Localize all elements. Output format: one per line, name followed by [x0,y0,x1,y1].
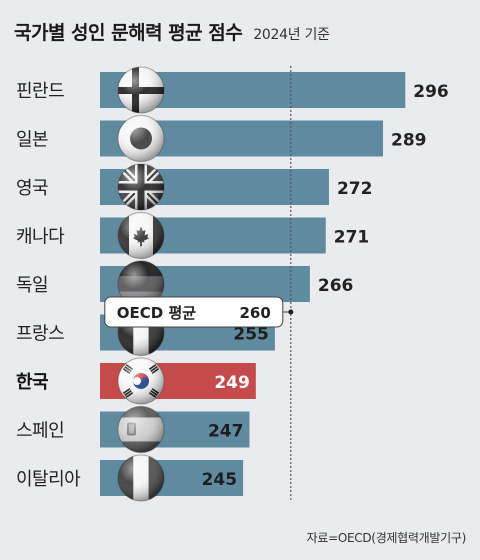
oecd-average-dot [288,309,294,315]
flag-shine [118,164,164,210]
category-label-7: 스페인 [16,421,64,442]
category-label-0: 핀란드 [16,81,64,102]
category-label-6: 한국 [16,372,48,393]
flag-rim [117,357,165,405]
value-label-3: 271 [334,228,370,248]
value-label-7: 247 [208,422,244,442]
category-label-2: 영국 [16,178,48,199]
flag-shine [118,455,164,501]
flag-shine [118,115,164,162]
flag-rim [117,212,165,259]
flag-shine [118,212,164,259]
flag-shine [118,67,164,113]
category-label-5: 프랑스 [16,324,64,345]
category-label-4: 독일 [16,275,48,296]
chart-title-block: 국가별 성인 문해력 평균 점수 2024년 기준 [14,18,330,45]
value-label-5: 255 [233,325,269,345]
chart-subtitle: 2024년 기준 [253,27,330,43]
oecd-average-value: 260 [239,304,270,322]
flag-rim [117,115,165,162]
flag-shine [118,406,164,453]
flag-rim [117,406,165,453]
value-label-4: 266 [318,276,354,296]
category-label-8: 이탈리아 [16,469,81,490]
source-note: 자료=OECD(경제협력개발기구) [306,531,467,545]
value-label-0: 296 [413,82,449,102]
value-label-1: 289 [391,131,427,151]
value-label-6: 249 [214,373,250,393]
category-label-3: 캐나다 [16,227,65,248]
value-label-2: 272 [337,179,373,199]
category-label-1: 일본 [16,130,48,151]
oecd-average-label: OECD 평균 [117,304,196,322]
flag-rim [117,66,165,114]
flag-shine [118,358,164,404]
value-label-8: 245 [202,470,238,490]
flag-rim [117,454,165,502]
flag-shine [118,261,164,307]
chart-title: 국가별 성인 문해력 평균 점수 [14,22,243,44]
flag-rim [117,163,165,211]
